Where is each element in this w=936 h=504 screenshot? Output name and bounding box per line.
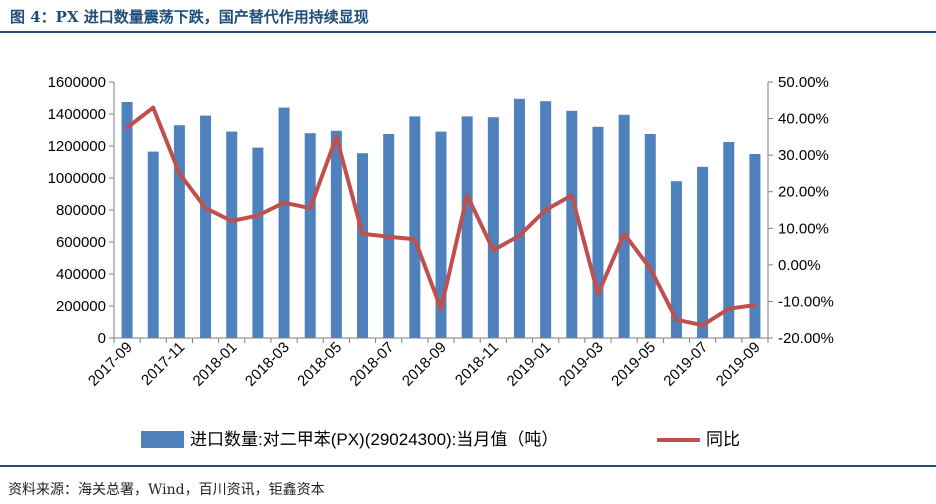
line-point (388, 236, 390, 238)
right-tick-label: 20.00% (778, 184, 829, 201)
x-tick-label: 2018-01 (190, 339, 241, 390)
legend-bar-swatch (141, 431, 184, 448)
left-tick-label: 400000 (56, 266, 106, 283)
x-tick-label: 2017-09 (85, 339, 136, 390)
legend-line-label: 同比 (706, 430, 740, 449)
right-tick-label: 0.00% (778, 257, 821, 274)
x-tick-label: 2019-05 (608, 339, 659, 390)
line-point (649, 268, 651, 270)
x-tick-label: 2019-07 (660, 339, 711, 390)
line-point (414, 238, 416, 240)
bar (278, 107, 290, 338)
left-tick-label: 200000 (56, 298, 106, 315)
line-point (623, 233, 625, 235)
line-point (518, 235, 520, 237)
line-point (545, 209, 547, 211)
bar (200, 115, 212, 338)
line-point (702, 324, 704, 326)
bar (304, 133, 316, 338)
right-axis: -20.00% -10.00% 0.00% 10.00% 20.00% 30.00% 40.… (767, 74, 834, 347)
bar (461, 116, 473, 339)
left-tick-label: 1600000 (48, 74, 106, 91)
right-tick-label: 30.00% (778, 147, 829, 164)
line-point (205, 207, 207, 209)
left-tick-label: 1000000 (48, 170, 106, 187)
line-point (309, 207, 311, 209)
left-axis: 0 200000 400000 600000 800000 1000000 1200000 1… (48, 74, 115, 347)
bar (749, 154, 761, 338)
legend-bar-label: 进口数量:对二甲苯(PX)(29024300):当月值（吨） (190, 430, 558, 449)
line-point (126, 127, 128, 129)
left-tick-label: 1400000 (48, 106, 106, 123)
x-tick-label: 2018-03 (242, 339, 293, 390)
bar (723, 142, 735, 338)
line-point (152, 107, 154, 109)
left-tick-label: 800000 (56, 202, 106, 219)
figure-title: 图 4：PX 进口数量震荡下跌，国产替代作用持续显现 (10, 8, 369, 26)
line-point (178, 172, 180, 174)
left-tick-label: 600000 (56, 234, 106, 251)
line-point (597, 293, 599, 295)
right-tick-label: 10.00% (778, 220, 829, 237)
bar (330, 130, 342, 338)
x-tick-label: 2017-11 (138, 339, 188, 389)
x-tick-label: 2019-03 (556, 339, 607, 390)
line-point (335, 136, 337, 138)
bar (487, 117, 499, 338)
source-note: 资料来源：海关总署，Wind，百川资讯，钜鑫资本 (8, 482, 325, 498)
bar (409, 116, 421, 339)
line-point (754, 304, 756, 306)
bar (540, 101, 552, 338)
bar (618, 114, 630, 338)
bar (173, 125, 185, 338)
left-tick-label: 1200000 (48, 138, 106, 155)
bar (670, 181, 682, 338)
x-tick-label: 2019-09 (713, 339, 764, 390)
line-point (466, 194, 468, 196)
line-point (571, 194, 573, 196)
line-point (440, 308, 442, 310)
bar (566, 110, 578, 338)
bar (435, 131, 447, 338)
bar (147, 151, 159, 338)
line-point (257, 214, 259, 216)
bar (697, 166, 709, 338)
bar (513, 98, 525, 338)
left-tick-label: 0 (98, 330, 106, 347)
line-point (362, 233, 364, 235)
line-point (283, 202, 285, 204)
line-point (675, 319, 677, 321)
x-tick-label: 2018-09 (399, 339, 450, 390)
source-rule (0, 465, 936, 467)
line-point (728, 308, 730, 310)
bar (252, 147, 264, 338)
right-tick-label: -20.00% (778, 330, 834, 347)
right-tick-label: 50.00% (778, 74, 829, 91)
right-tick-label: -10.00% (778, 293, 834, 310)
line-point (231, 220, 233, 222)
bar (644, 134, 656, 338)
right-tick-label: 40.00% (778, 111, 829, 128)
bar (226, 131, 238, 338)
x-tick-label: 2018-07 (347, 339, 398, 390)
x-tick-label: 2019-01 (504, 339, 555, 390)
line-series (125, 105, 757, 328)
bar (357, 153, 369, 338)
x-tick-label: 2018-05 (294, 339, 345, 390)
legend: 进口数量:对二甲苯(PX)(29024300):当月值（吨） 同比 (141, 430, 740, 449)
line-point (492, 249, 494, 251)
x-axis: 2017-09 2017-11 2018-01 2018-03 2018-05 2018-… (85, 337, 769, 390)
x-tick-label: 2018-11 (452, 339, 502, 389)
title-rule (0, 31, 936, 33)
bar (592, 126, 604, 338)
bar (121, 102, 133, 338)
